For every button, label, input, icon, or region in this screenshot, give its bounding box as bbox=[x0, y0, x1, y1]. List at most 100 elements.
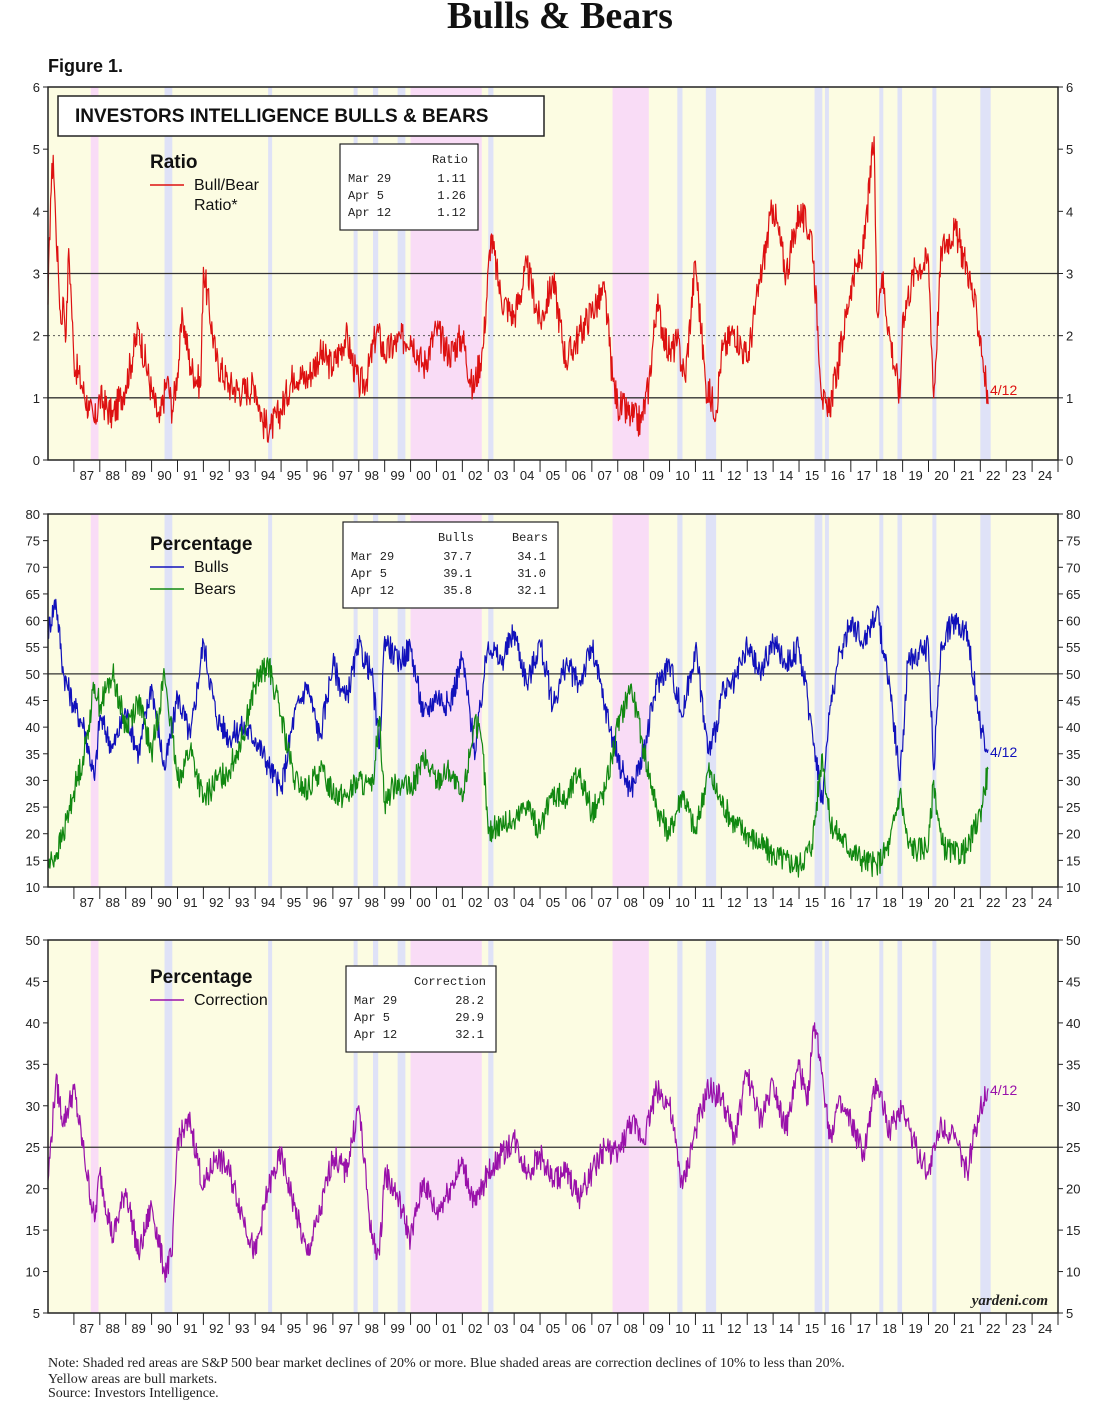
correction-shade bbox=[677, 940, 683, 1313]
page-title: Bulls & Bears bbox=[447, 0, 673, 37]
x-tick-label: 88 bbox=[106, 895, 120, 910]
x-tick-label: 88 bbox=[106, 468, 120, 483]
note-line-1: Note: Shaded red areas are S&P 500 bear … bbox=[48, 1356, 845, 1371]
data-table-date: Apr 5 bbox=[351, 567, 387, 581]
correction-shade bbox=[814, 940, 823, 1313]
y-tick-label-left: 0 bbox=[33, 453, 40, 468]
x-tick-label: 06 bbox=[572, 1321, 586, 1336]
correction-shade bbox=[268, 940, 273, 1313]
x-tick-label: 07 bbox=[598, 1321, 612, 1336]
x-tick-label: 03 bbox=[494, 1321, 508, 1336]
x-tick-label: 03 bbox=[494, 468, 508, 483]
y-tick-label-right: 30 bbox=[1066, 1099, 1080, 1114]
x-tick-label: 98 bbox=[364, 895, 378, 910]
x-tick-label: 15 bbox=[805, 895, 819, 910]
correction-shade bbox=[824, 514, 829, 887]
y-tick-label-right: 3 bbox=[1066, 267, 1073, 282]
x-tick-label: 06 bbox=[572, 895, 586, 910]
x-tick-label: 01 bbox=[442, 1321, 456, 1336]
y-tick-label-left: 50 bbox=[26, 667, 40, 682]
chart-panel-2: 10 10 15 15 20 20 25 25 30 30 35 35 40 40 45 45 50 50 55 55… bbox=[26, 507, 1081, 910]
y-tick-label-right: 80 bbox=[1066, 507, 1080, 522]
y-tick-label-right: 2 bbox=[1066, 329, 1073, 344]
correction-shade bbox=[879, 514, 884, 887]
x-tick-label: 23 bbox=[1012, 895, 1026, 910]
x-tick-label: 19 bbox=[908, 1321, 922, 1336]
y-tick-label-right: 4 bbox=[1066, 204, 1073, 219]
data-table-date: Apr 5 bbox=[348, 189, 384, 203]
y-tick-label-right: 35 bbox=[1066, 747, 1080, 762]
x-tick-label: 13 bbox=[753, 895, 767, 910]
data-table-value: 28.2 bbox=[455, 994, 484, 1008]
x-tick-label: 09 bbox=[649, 468, 663, 483]
x-tick-label: 14 bbox=[779, 895, 793, 910]
correction-shade bbox=[164, 514, 173, 887]
legend-label: Correction bbox=[194, 992, 268, 1009]
y-tick-label-left: 1 bbox=[33, 391, 40, 406]
y-tick-label-right: 1 bbox=[1066, 391, 1073, 406]
x-tick-label: 90 bbox=[157, 468, 171, 483]
x-tick-label: 11 bbox=[702, 895, 716, 910]
x-tick-label: 22 bbox=[986, 1321, 1000, 1336]
correction-shade bbox=[397, 940, 406, 1313]
correction-shade bbox=[488, 940, 494, 1313]
y-tick-label-left: 45 bbox=[26, 974, 40, 989]
x-tick-label: 23 bbox=[1012, 468, 1026, 483]
data-table-date: Apr 12 bbox=[354, 1028, 397, 1042]
x-tick-label: 88 bbox=[106, 1321, 120, 1336]
x-tick-label: 13 bbox=[753, 1321, 767, 1336]
y-tick-label-left: 25 bbox=[26, 1140, 40, 1155]
data-table-box bbox=[342, 521, 559, 609]
data-table-value: 32.1 bbox=[517, 584, 546, 598]
legend-heading: Percentage bbox=[150, 967, 252, 988]
data-table-box bbox=[339, 143, 479, 231]
x-tick-label: 06 bbox=[572, 468, 586, 483]
x-tick-label: 92 bbox=[209, 895, 223, 910]
series-line-bulls bbox=[47, 598, 989, 805]
x-tick-label: 94 bbox=[261, 468, 275, 483]
x-tick-label: 23 bbox=[1012, 1321, 1026, 1336]
x-tick-label: 97 bbox=[339, 1321, 353, 1336]
x-tick-label: 15 bbox=[805, 1321, 819, 1336]
data-table-header: Bulls bbox=[438, 531, 474, 545]
x-tick-label: 18 bbox=[882, 895, 896, 910]
legend-label: Bulls bbox=[194, 559, 229, 576]
y-tick-label-right: 20 bbox=[1066, 1182, 1080, 1197]
bear-market-shade bbox=[90, 940, 99, 1313]
x-tick-label: 01 bbox=[442, 895, 456, 910]
x-tick-label: 24 bbox=[1038, 1321, 1052, 1336]
x-tick-label: 18 bbox=[882, 1321, 896, 1336]
y-tick-label-right: 45 bbox=[1066, 974, 1080, 989]
correction-shade bbox=[705, 514, 717, 887]
correction-shade bbox=[488, 514, 494, 887]
chart-title: INVESTORS INTELLIGENCE BULLS & BEARS bbox=[75, 106, 488, 127]
y-tick-label-right: 30 bbox=[1066, 773, 1080, 788]
data-table-date: Apr 12 bbox=[351, 584, 394, 598]
x-tick-label: 93 bbox=[235, 1321, 249, 1336]
x-tick-label: 95 bbox=[287, 895, 301, 910]
figure-label: Figure 1. bbox=[48, 56, 124, 76]
data-table-date: Mar 29 bbox=[351, 550, 394, 564]
y-tick-label-left: 10 bbox=[26, 1265, 40, 1280]
y-tick-label-left: 30 bbox=[26, 1099, 40, 1114]
y-tick-label-right: 6 bbox=[1066, 80, 1073, 95]
y-tick-label-left: 25 bbox=[26, 800, 40, 815]
x-tick-label: 10 bbox=[675, 1321, 689, 1336]
y-tick-label-right: 20 bbox=[1066, 827, 1080, 842]
x-tick-label: 16 bbox=[831, 1321, 845, 1336]
data-table-header: Bears bbox=[512, 531, 548, 545]
x-tick-label: 91 bbox=[183, 468, 197, 483]
y-tick-label-right: 15 bbox=[1066, 1223, 1080, 1238]
legend-label: Bears bbox=[194, 581, 236, 598]
y-tick-label-right: 25 bbox=[1066, 800, 1080, 815]
y-tick-label-right: 60 bbox=[1066, 614, 1080, 629]
x-tick-label: 20 bbox=[934, 1321, 948, 1336]
y-tick-label-right: 40 bbox=[1066, 720, 1080, 735]
x-tick-label: 24 bbox=[1038, 895, 1052, 910]
correction-shade bbox=[980, 940, 991, 1313]
data-table-box bbox=[345, 965, 497, 1053]
x-tick-label: 21 bbox=[960, 468, 974, 483]
x-tick-label: 08 bbox=[623, 895, 637, 910]
x-tick-label: 07 bbox=[598, 895, 612, 910]
correction-shade bbox=[353, 514, 358, 887]
